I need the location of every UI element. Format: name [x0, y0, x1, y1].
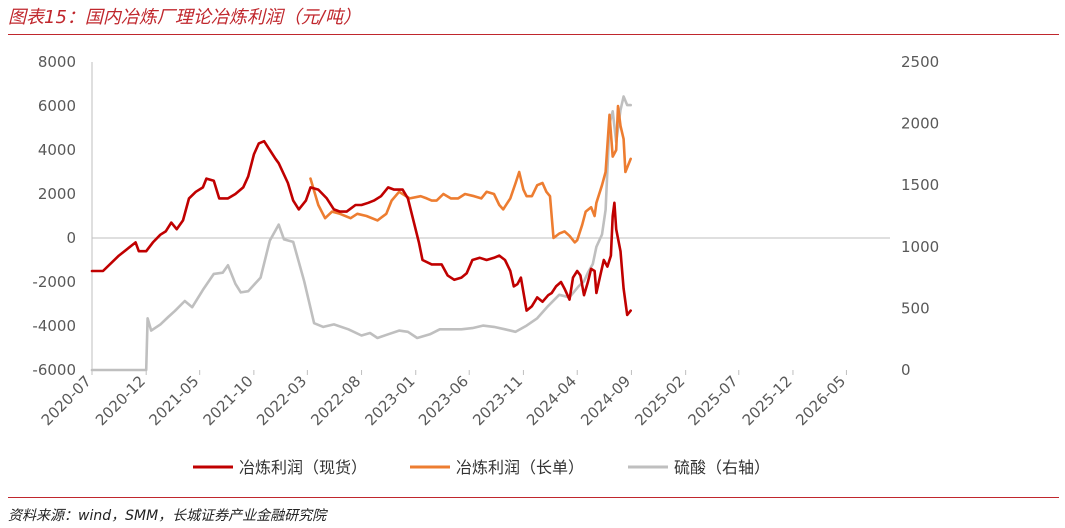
chart-title: 图表15：国内冶炼厂理论冶炼利润（元/吨） [8, 7, 361, 28]
y-left-tick-label: -4000 [32, 317, 76, 335]
x-tick-label: 2026-05 [792, 372, 849, 429]
x-tick-label: 2025-02 [631, 372, 688, 429]
y-left-tick-label: 8000 [38, 53, 76, 71]
y-left-tick-label: -6000 [32, 361, 76, 379]
y-left-tick-label: 4000 [38, 141, 76, 159]
x-tick-label: 2023-11 [469, 372, 526, 429]
series-line-acid [90, 95, 633, 372]
legend-label-long: 冶炼利润（长单） [456, 458, 584, 477]
x-tick-label: 2025-07 [685, 372, 742, 429]
y-right-tick-label: 0 [901, 361, 911, 379]
series-layer [90, 95, 633, 372]
x-tick-label: 2022-08 [307, 372, 364, 429]
title-divider [8, 34, 1059, 35]
y-left-tick-label: -2000 [32, 273, 76, 291]
legend-label-acid: 硫酸（右轴） [674, 458, 770, 477]
x-tick-label: 2023-06 [415, 372, 472, 429]
series-line-spot [90, 139, 633, 317]
y-right-tick-label: 1500 [901, 176, 939, 194]
footer-divider [8, 497, 1059, 498]
series-line-long [309, 104, 633, 244]
y-left-tick-label: 0 [66, 229, 76, 247]
y-left-tick-label: 2000 [38, 185, 76, 203]
x-axis-ticks: 2020-072020-122021-052021-102022-032022-… [38, 370, 849, 429]
y-right-tick-label: 2500 [901, 53, 939, 71]
y-left-tick-label: 6000 [38, 97, 76, 115]
y-right-tick-label: 500 [901, 299, 930, 317]
y-axis-right-ticks: 2500 2000 1500 1000 500 0 [901, 53, 939, 379]
x-tick-label: 2024-04 [523, 372, 580, 429]
x-tick-label: 2021-10 [200, 372, 257, 429]
legend: 冶炼利润（现货） 冶炼利润（长单） 硫酸（右轴） [193, 458, 770, 477]
y-axis-left-ticks: 8000 6000 4000 2000 0 -2000 -4000 -6000 [32, 53, 76, 379]
x-tick-label: 2021-05 [145, 372, 202, 429]
x-tick-label: 2023-01 [362, 372, 419, 429]
x-tick-label: 2022-03 [253, 372, 310, 429]
line-chart: 8000 6000 4000 2000 0 -2000 -4000 -6000 2500 200… [32, 53, 939, 477]
legend-label-spot: 冶炼利润（现货） [239, 458, 367, 477]
y-right-tick-label: 2000 [901, 115, 939, 133]
chart-axes [91, 62, 890, 370]
x-tick-label: 2024-09 [577, 372, 634, 429]
source-note: 资料来源：wind，SMM，长城证券产业金融研究院 [8, 508, 327, 524]
x-tick-label: 2025-12 [739, 372, 796, 429]
x-tick-label: 2020-12 [92, 372, 149, 429]
y-right-tick-label: 1000 [901, 238, 939, 256]
x-tick-label: 2020-07 [38, 372, 95, 429]
